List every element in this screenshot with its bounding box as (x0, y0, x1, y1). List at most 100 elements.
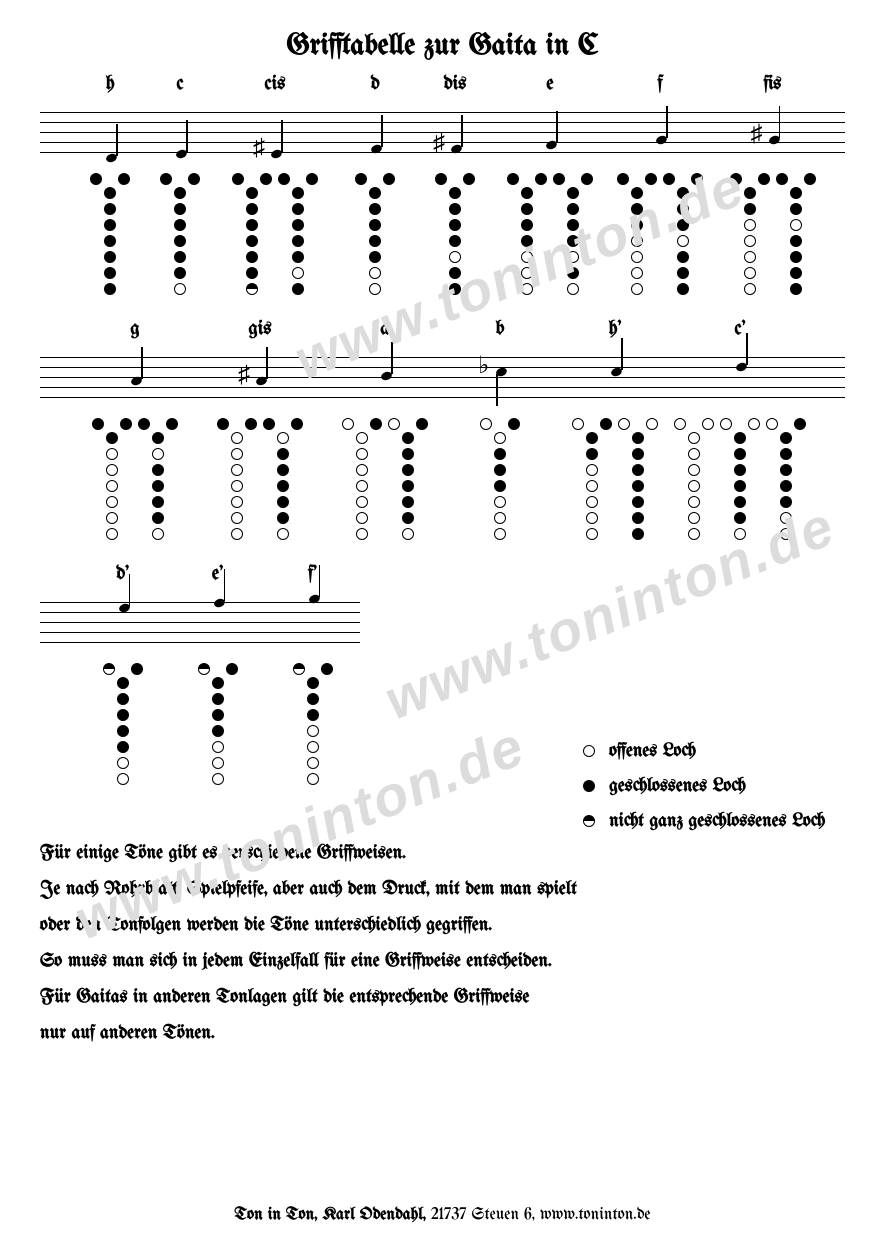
hole-closed (383, 173, 395, 185)
hole-closed (758, 173, 770, 185)
hole-open (231, 432, 243, 444)
hole-open (618, 418, 630, 430)
fingering-group (445, 418, 555, 540)
hole-closed (600, 418, 612, 430)
hole-closed (226, 663, 238, 675)
fingering-group (75, 418, 195, 540)
note-label: g (75, 319, 195, 340)
hole-open (744, 251, 756, 263)
fingering (90, 173, 130, 295)
hole-closed (369, 235, 381, 247)
hole-open (277, 432, 289, 444)
hole-open (521, 283, 533, 295)
hole-closed (246, 187, 258, 199)
hole-open (494, 432, 506, 444)
hole-open (688, 480, 700, 492)
hole-open (106, 496, 118, 508)
text-line: So muss man sich in jedem Einzelfall für… (40, 943, 845, 979)
hole-open (277, 528, 289, 540)
note-label: f (605, 74, 715, 95)
staff-note: ♯ (715, 97, 830, 167)
hole-open (631, 235, 643, 247)
hole-closed (246, 203, 258, 215)
hole-closed (663, 173, 675, 185)
hole-open (356, 432, 368, 444)
hole-open (307, 757, 319, 769)
hole-closed (292, 203, 304, 215)
hole-closed (790, 203, 802, 215)
note-label: a (325, 319, 445, 340)
hole-closed (307, 709, 319, 721)
hole-open (586, 496, 598, 508)
hole-open (369, 283, 381, 295)
hole-closed (730, 173, 742, 185)
legend-row: offenes Loch (583, 740, 825, 763)
fingering-group (75, 173, 145, 295)
hole-closed (369, 187, 381, 199)
hole-closed (586, 448, 598, 460)
fingerings (40, 173, 845, 295)
hole-closed (794, 418, 806, 430)
fingering-group (145, 173, 215, 295)
note-label: b (445, 319, 555, 340)
fingering (92, 418, 132, 540)
hole-closed (790, 235, 802, 247)
hole-open (688, 432, 700, 444)
hole-closed (632, 496, 644, 508)
hole-closed (217, 418, 229, 430)
fingering-group (715, 173, 830, 295)
fingering-group (215, 173, 335, 295)
hole-closed (508, 418, 520, 430)
note-label: f' (265, 564, 360, 585)
hole-open (567, 251, 579, 263)
hole-closed (632, 464, 644, 476)
hole-open (117, 773, 129, 785)
hole-closed (744, 187, 756, 199)
accidental: ♭ (478, 354, 489, 378)
accidental: ♯ (253, 136, 265, 160)
hole-closed (567, 235, 579, 247)
hole-open (106, 528, 118, 540)
staff-note (75, 342, 195, 412)
hole-closed (691, 173, 703, 185)
hole-open (356, 496, 368, 508)
hole-closed (174, 235, 186, 247)
hole-open (586, 480, 598, 492)
note-label: e' (170, 564, 265, 585)
fingering (435, 173, 475, 295)
fingering-group (75, 663, 170, 785)
hole-closed (581, 173, 593, 185)
fingering (617, 173, 657, 295)
fingering (293, 663, 333, 785)
hole-open (231, 448, 243, 460)
hole-closed (152, 480, 164, 492)
hole-closed (246, 219, 258, 231)
hole-closed (277, 480, 289, 492)
fingering (776, 173, 816, 295)
hole-closed (277, 496, 289, 508)
hole-closed (790, 283, 802, 295)
hole-open (231, 480, 243, 492)
fingering (572, 418, 612, 540)
hole-closed (138, 418, 150, 430)
note-labels: d'e'f' (40, 564, 845, 585)
footer: Ton in Ton, Karl Odendahl, 21737 Steuen … (0, 1207, 885, 1224)
hole-closed (104, 235, 116, 247)
hole-closed (632, 528, 644, 540)
hole-closed (246, 251, 258, 263)
hole-open (388, 418, 400, 430)
hole-closed (521, 235, 533, 247)
hole-open (231, 496, 243, 508)
hole-closed (166, 418, 178, 430)
hole-closed (449, 235, 461, 247)
hole-open (586, 464, 598, 476)
hole-half (246, 283, 258, 295)
hole-closed (402, 480, 414, 492)
hole-closed (567, 267, 579, 279)
hole-open (231, 464, 243, 476)
hole-open (766, 418, 778, 430)
footer-bold: Ton in Ton, Karl Odendahl, (234, 1207, 425, 1224)
staff: ♯♯♯ (40, 97, 845, 167)
hole-open (586, 528, 598, 540)
fingering (674, 418, 714, 540)
